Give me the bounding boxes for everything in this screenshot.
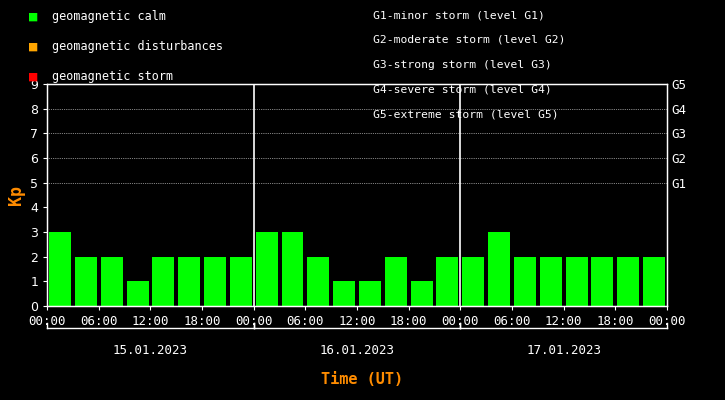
- Bar: [410, 281, 433, 306]
- Bar: [514, 257, 536, 306]
- Text: ■: ■: [29, 70, 38, 84]
- Bar: [436, 257, 458, 306]
- Bar: [256, 232, 278, 306]
- Bar: [127, 281, 149, 306]
- Y-axis label: Kp: Kp: [7, 185, 25, 205]
- Text: Time (UT): Time (UT): [321, 372, 404, 387]
- Bar: [540, 257, 562, 306]
- Bar: [230, 257, 252, 306]
- Bar: [49, 232, 71, 306]
- Bar: [101, 257, 123, 306]
- Bar: [617, 257, 639, 306]
- Text: 17.01.2023: 17.01.2023: [526, 344, 601, 357]
- Text: G4-severe storm (level G4): G4-severe storm (level G4): [373, 84, 552, 94]
- Text: 16.01.2023: 16.01.2023: [320, 344, 394, 357]
- Text: G1-minor storm (level G1): G1-minor storm (level G1): [373, 10, 545, 20]
- Bar: [307, 257, 329, 306]
- Bar: [463, 257, 484, 306]
- Bar: [592, 257, 613, 306]
- Bar: [204, 257, 226, 306]
- Text: ■: ■: [29, 40, 38, 54]
- Bar: [385, 257, 407, 306]
- Text: G3-strong storm (level G3): G3-strong storm (level G3): [373, 60, 552, 70]
- Bar: [334, 281, 355, 306]
- Bar: [643, 257, 665, 306]
- Bar: [152, 257, 174, 306]
- Text: G5-extreme storm (level G5): G5-extreme storm (level G5): [373, 109, 559, 119]
- Bar: [178, 257, 200, 306]
- Text: geomagnetic calm: geomagnetic calm: [52, 10, 166, 23]
- Text: 15.01.2023: 15.01.2023: [113, 344, 188, 357]
- Text: geomagnetic storm: geomagnetic storm: [52, 70, 173, 83]
- Bar: [566, 257, 587, 306]
- Text: geomagnetic disturbances: geomagnetic disturbances: [52, 40, 223, 53]
- Bar: [281, 232, 304, 306]
- Text: ■: ■: [29, 10, 38, 24]
- Bar: [75, 257, 97, 306]
- Bar: [359, 281, 381, 306]
- Text: G2-moderate storm (level G2): G2-moderate storm (level G2): [373, 35, 566, 45]
- Bar: [488, 232, 510, 306]
